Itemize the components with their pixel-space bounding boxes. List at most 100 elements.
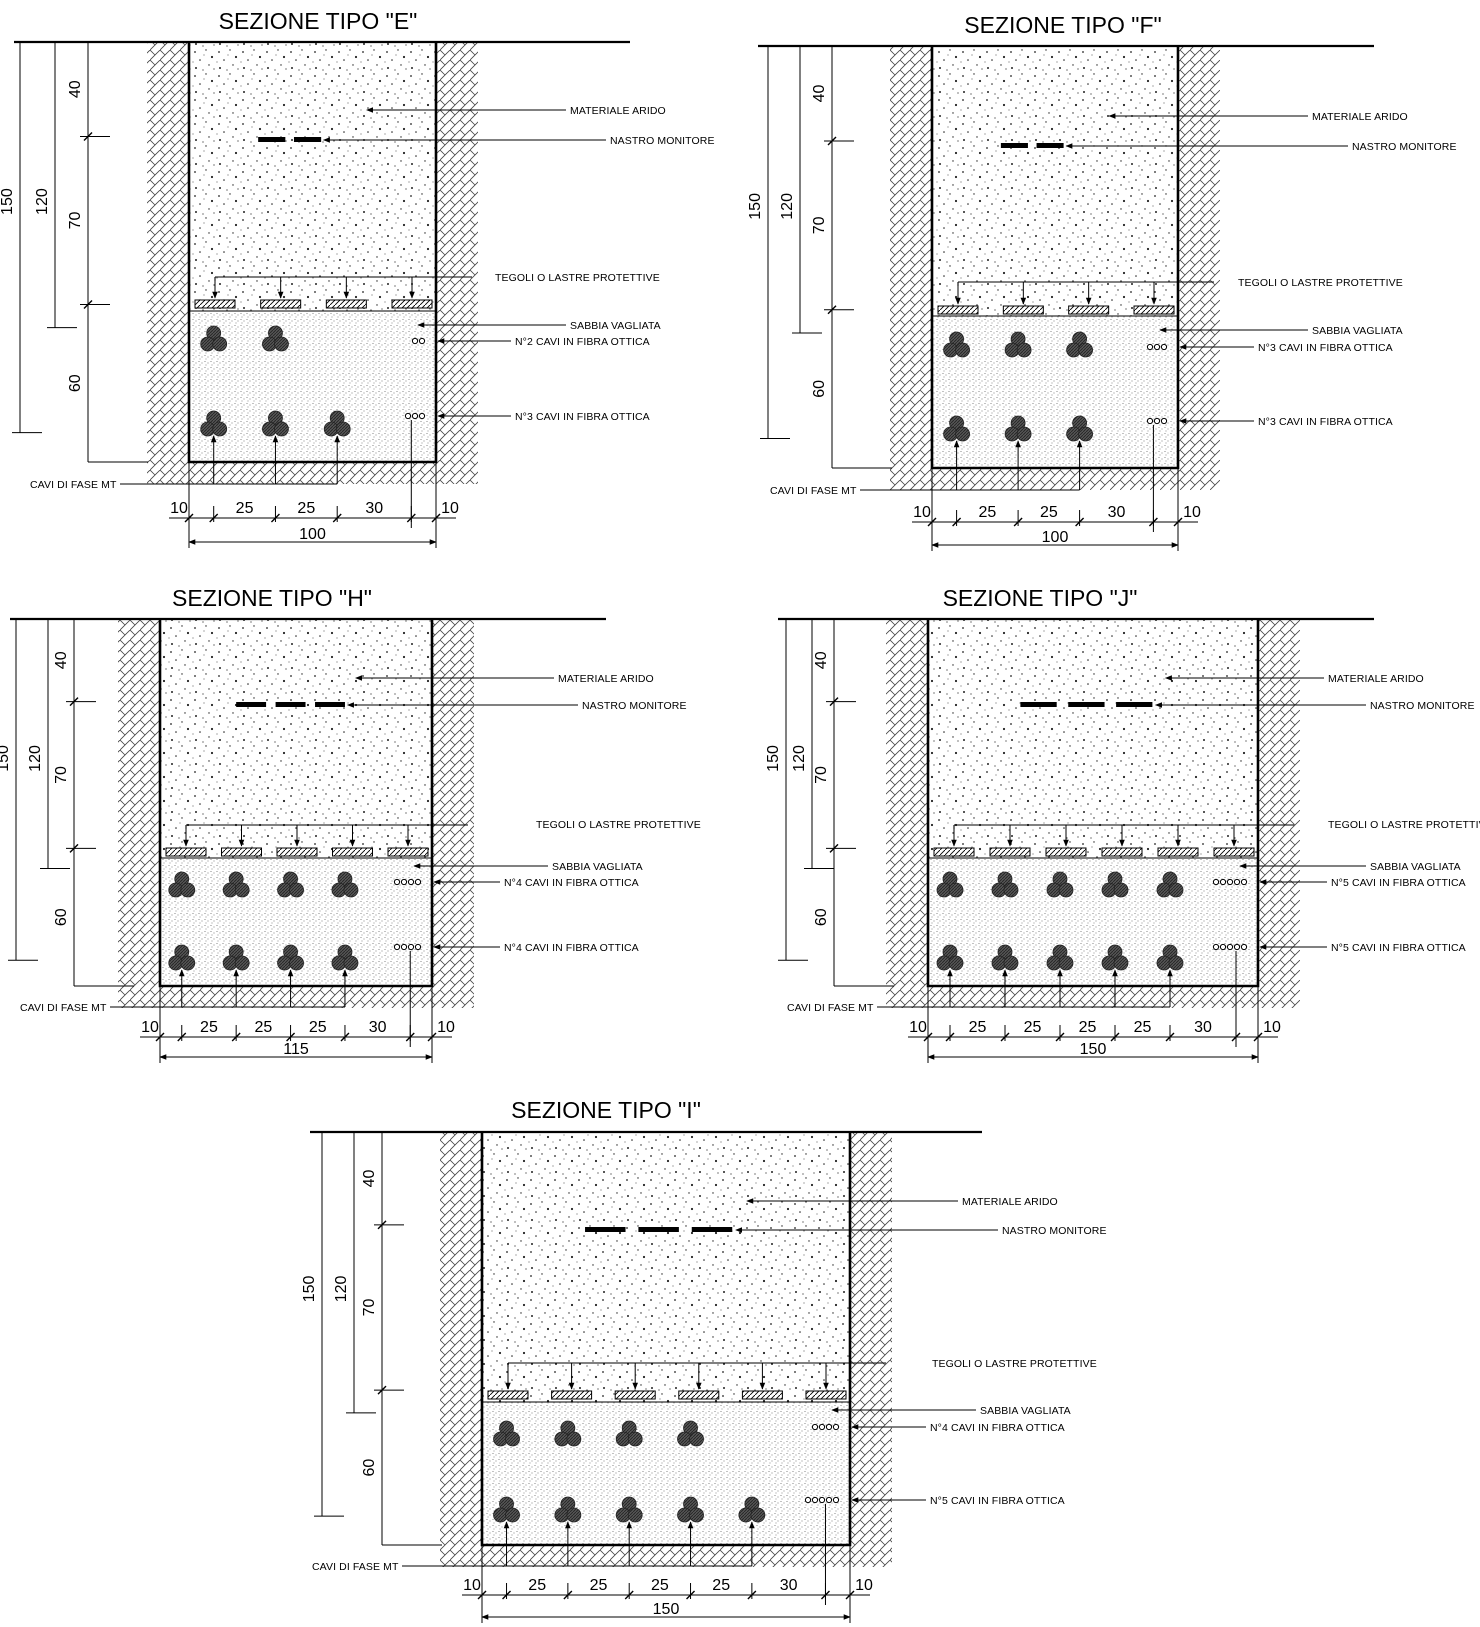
sand-fill	[482, 1402, 850, 1545]
width-dimension: 25	[200, 1019, 218, 1036]
cable-trefoil-upper	[677, 1420, 704, 1447]
cable-trefoil-upper	[200, 325, 228, 352]
soil-bottom	[160, 986, 432, 1008]
width-dimension: 30	[369, 1019, 387, 1036]
cable-trefoil-upper	[943, 331, 970, 358]
sand-fill	[928, 858, 1258, 986]
total-width-dimension: 150	[653, 1601, 680, 1618]
section-title: SEZIONE TIPO "F"	[964, 12, 1161, 38]
width-dimension: 25	[712, 1577, 730, 1594]
label-sabbia-vagliata: SABBIA VAGLIATA	[1370, 861, 1461, 873]
fiber-optic-lower	[1212, 943, 1248, 951]
svg-text:70: 70	[813, 766, 830, 784]
label-nastro-monitore: NASTRO MONITORE	[582, 700, 687, 712]
section-title: SEZIONE TIPO "E"	[219, 8, 418, 34]
svg-text:150: 150	[747, 193, 764, 220]
width-dimension: 10	[913, 504, 931, 521]
fiber-optic-upper	[411, 337, 426, 345]
monitor-tape-dash	[315, 702, 345, 707]
label-materiale-arido: MATERIALE ARIDO	[962, 1196, 1058, 1208]
cable-trefoil-lower	[1046, 944, 1074, 971]
cable-trefoil-upper	[331, 871, 359, 898]
soil-bottom	[482, 1545, 850, 1567]
cable-trefoil-lower	[991, 944, 1019, 971]
label-sabbia-vagliata: SABBIA VAGLIATA	[1312, 325, 1403, 337]
width-dimension: 25	[1079, 1019, 1097, 1036]
cable-trefoil-upper	[1046, 871, 1074, 898]
width-dimension: 10	[1263, 1019, 1281, 1036]
svg-text:40: 40	[811, 84, 828, 102]
soil-wall-left	[147, 42, 189, 484]
monitor-tape-dash	[585, 1227, 626, 1232]
cable-trefoil-lower	[323, 410, 351, 437]
label-materiale-arido: MATERIALE ARIDO	[1312, 111, 1408, 123]
svg-text:120: 120	[27, 745, 44, 772]
soil-wall-right	[1258, 619, 1300, 1008]
label-fibra-upper: N°5 CAVI IN FIBRA OTTICA	[1331, 877, 1466, 889]
protective-tile	[614, 1390, 656, 1400]
width-dimension: 25	[309, 1019, 327, 1036]
gravel-fill	[928, 619, 1258, 858]
width-dimension: 30	[365, 500, 383, 517]
cable-trefoil-upper	[554, 1420, 582, 1447]
cable-trefoil-upper	[615, 1420, 643, 1447]
width-dimension: 25	[590, 1577, 608, 1594]
label-tegoli: TEGOLI O LASTRE PROTETTIVE	[1238, 277, 1403, 289]
total-width-dimension: 100	[299, 526, 326, 543]
label-materiale-arido: MATERIALE ARIDO	[558, 673, 654, 685]
monitor-tape-dash	[275, 702, 306, 707]
protective-tile	[1068, 305, 1110, 315]
cable-trefoil-upper	[1004, 331, 1032, 358]
soil-wall-left	[118, 619, 160, 1008]
label-cavi-fase-mt: CAVI DI FASE MT	[770, 485, 857, 497]
svg-text:60: 60	[811, 380, 828, 398]
soil-bottom	[932, 468, 1178, 490]
cable-trefoil-lower	[936, 944, 964, 971]
protective-tile	[937, 305, 979, 315]
fiber-optic-upper	[811, 1423, 840, 1431]
protective-tile	[551, 1390, 593, 1400]
svg-text:70: 70	[811, 216, 828, 234]
monitor-tape-dash	[1036, 143, 1064, 148]
width-dimension: 10	[437, 1019, 455, 1036]
cable-trefoil-lower	[1101, 944, 1129, 971]
width-dimension: 25	[254, 1019, 272, 1036]
section-e: SEZIONE TIPO "E" MATERIALE ARIDO NASTRO MO…	[0, 8, 715, 548]
label-nastro-monitore: NASTRO MONITORE	[610, 135, 715, 147]
monitor-tape-dash	[691, 1227, 733, 1232]
label-tegoli: TEGOLI O LASTRE PROTETTIVE	[536, 819, 701, 831]
width-dimension: 30	[1108, 504, 1126, 521]
trench-outline	[926, 619, 1260, 988]
cable-trefoil-upper	[1066, 331, 1093, 358]
protective-tile	[325, 299, 367, 309]
total-width-dimension: 100	[1042, 529, 1069, 546]
protective-tile	[1213, 847, 1255, 857]
protective-tile	[194, 299, 236, 309]
label-nastro-monitore: NASTRO MONITORE	[1002, 1225, 1107, 1237]
cable-trefoil-lower	[168, 944, 196, 971]
trench-outline	[930, 46, 1180, 470]
protective-tile	[1002, 305, 1044, 315]
cable-trefoil-upper	[222, 871, 250, 898]
label-tegoli: TEGOLI O LASTRE PROTETTIVE	[932, 1358, 1097, 1370]
width-dimension: 10	[855, 1577, 873, 1594]
protective-tile	[387, 847, 429, 857]
protective-tile	[165, 847, 207, 857]
fiber-optic-upper	[393, 878, 422, 886]
svg-text:40: 40	[53, 651, 70, 669]
cable-trefoil-upper	[1101, 871, 1129, 898]
soil-wall-right	[436, 42, 478, 484]
section-f: SEZIONE TIPO "F" MATERIALE ARIDO NASTRO MO…	[747, 12, 1456, 551]
monitor-tape-dash	[1020, 702, 1057, 707]
cable-trefoil-upper	[936, 871, 964, 898]
protective-tile	[487, 1390, 529, 1400]
label-sabbia-vagliata: SABBIA VAGLIATA	[570, 320, 661, 332]
label-fibra-upper: N°2 CAVI IN FIBRA OTTICA	[515, 336, 650, 348]
monitor-tape-dash	[1000, 143, 1028, 148]
cable-trefoil-lower	[493, 1496, 520, 1523]
soil-wall-right	[850, 1132, 892, 1567]
label-cavi-fase-mt: CAVI DI FASE MT	[787, 1002, 874, 1014]
svg-text:150: 150	[0, 188, 16, 215]
section-title: SEZIONE TIPO "J"	[943, 585, 1138, 611]
